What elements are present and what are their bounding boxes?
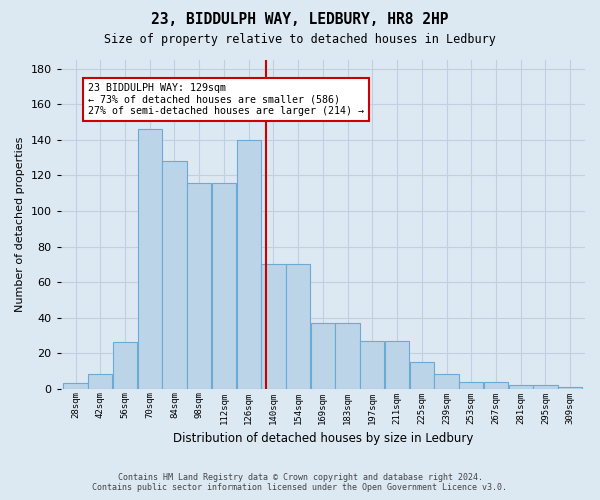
Text: Contains HM Land Registry data © Crown copyright and database right 2024.
Contai: Contains HM Land Registry data © Crown c… — [92, 473, 508, 492]
X-axis label: Distribution of detached houses by size in Ledbury: Distribution of detached houses by size … — [173, 432, 473, 445]
Bar — [311, 323, 335, 388]
Bar — [286, 264, 310, 388]
Bar — [261, 264, 286, 388]
Bar — [236, 140, 261, 388]
Text: 23, BIDDULPH WAY, LEDBURY, HR8 2HP: 23, BIDDULPH WAY, LEDBURY, HR8 2HP — [151, 12, 449, 28]
Text: Size of property relative to detached houses in Ledbury: Size of property relative to detached ho… — [104, 32, 496, 46]
Bar — [410, 362, 434, 388]
Bar — [385, 340, 409, 388]
Bar — [459, 382, 484, 388]
Bar — [163, 162, 187, 388]
Bar — [335, 323, 360, 388]
Bar — [533, 385, 557, 388]
Bar — [137, 130, 162, 388]
Bar — [558, 387, 582, 388]
Y-axis label: Number of detached properties: Number of detached properties — [15, 136, 25, 312]
Bar — [88, 374, 112, 388]
Bar — [64, 384, 88, 388]
Text: 23 BIDDULPH WAY: 129sqm
← 73% of detached houses are smaller (586)
27% of semi-d: 23 BIDDULPH WAY: 129sqm ← 73% of detache… — [88, 83, 364, 116]
Bar — [212, 182, 236, 388]
Bar — [113, 342, 137, 388]
Bar — [434, 374, 458, 388]
Bar — [484, 382, 508, 388]
Bar — [509, 385, 533, 388]
Bar — [360, 340, 385, 388]
Bar — [187, 182, 211, 388]
